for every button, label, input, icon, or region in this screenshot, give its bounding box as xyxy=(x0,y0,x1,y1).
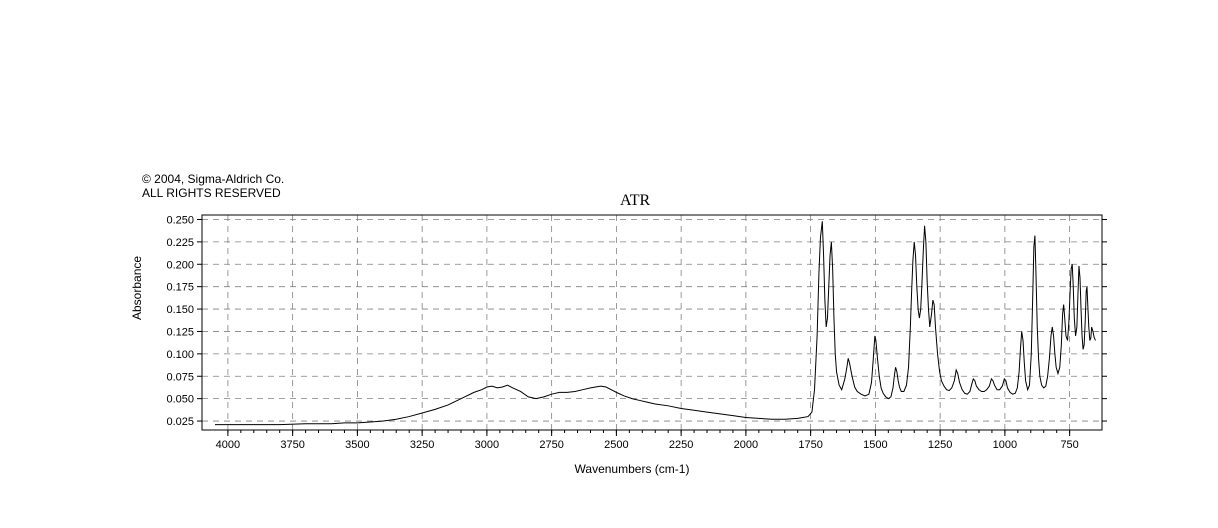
svg-text:3750: 3750 xyxy=(280,439,304,451)
copyright-line2: ALL RIGHTS RESERVED xyxy=(142,186,284,200)
svg-text:2750: 2750 xyxy=(539,439,563,451)
y-axis-label: Absorbance xyxy=(130,256,144,320)
svg-text:0.125: 0.125 xyxy=(166,326,194,338)
spectrum-chart: 0.025 0.050 0.075 0.100 0.125 0.150 0.175 0.200… xyxy=(142,210,1122,456)
svg-text:0.200: 0.200 xyxy=(166,259,194,271)
svg-text:2250: 2250 xyxy=(669,439,693,451)
svg-text:3000: 3000 xyxy=(475,439,499,451)
svg-text:2500: 2500 xyxy=(604,439,628,451)
svg-text:4000: 4000 xyxy=(216,439,240,451)
svg-text:0.225: 0.225 xyxy=(166,237,194,249)
svg-text:0.075: 0.075 xyxy=(166,371,194,383)
svg-text:3500: 3500 xyxy=(345,439,369,451)
svg-text:3250: 3250 xyxy=(410,439,434,451)
copyright-block: © 2004, Sigma-Aldrich Co. ALL RIGHTS RES… xyxy=(142,172,284,200)
page: { "copyright_line1": "© 2004, Sigma-Aldr… xyxy=(0,0,1218,528)
svg-text:1250: 1250 xyxy=(928,439,952,451)
svg-text:0.025: 0.025 xyxy=(166,416,194,428)
svg-text:0.050: 0.050 xyxy=(166,394,194,406)
svg-text:1750: 1750 xyxy=(798,439,822,451)
svg-text:750: 750 xyxy=(1060,439,1078,451)
copyright-line1: © 2004, Sigma-Aldrich Co. xyxy=(142,172,284,186)
chart-title: ATR xyxy=(620,192,650,210)
svg-text:0.100: 0.100 xyxy=(166,349,194,361)
x-axis-label: Wavenumbers (cm-1) xyxy=(142,462,1122,476)
svg-text:0.250: 0.250 xyxy=(166,214,194,226)
svg-text:0.150: 0.150 xyxy=(166,304,194,316)
svg-text:1000: 1000 xyxy=(993,439,1017,451)
svg-text:1500: 1500 xyxy=(863,439,887,451)
svg-text:0.175: 0.175 xyxy=(166,282,194,294)
chart-container: Absorbance 0.0250.0500.0750.1000.1250.15… xyxy=(142,210,1122,470)
svg-text:2000: 2000 xyxy=(734,439,758,451)
